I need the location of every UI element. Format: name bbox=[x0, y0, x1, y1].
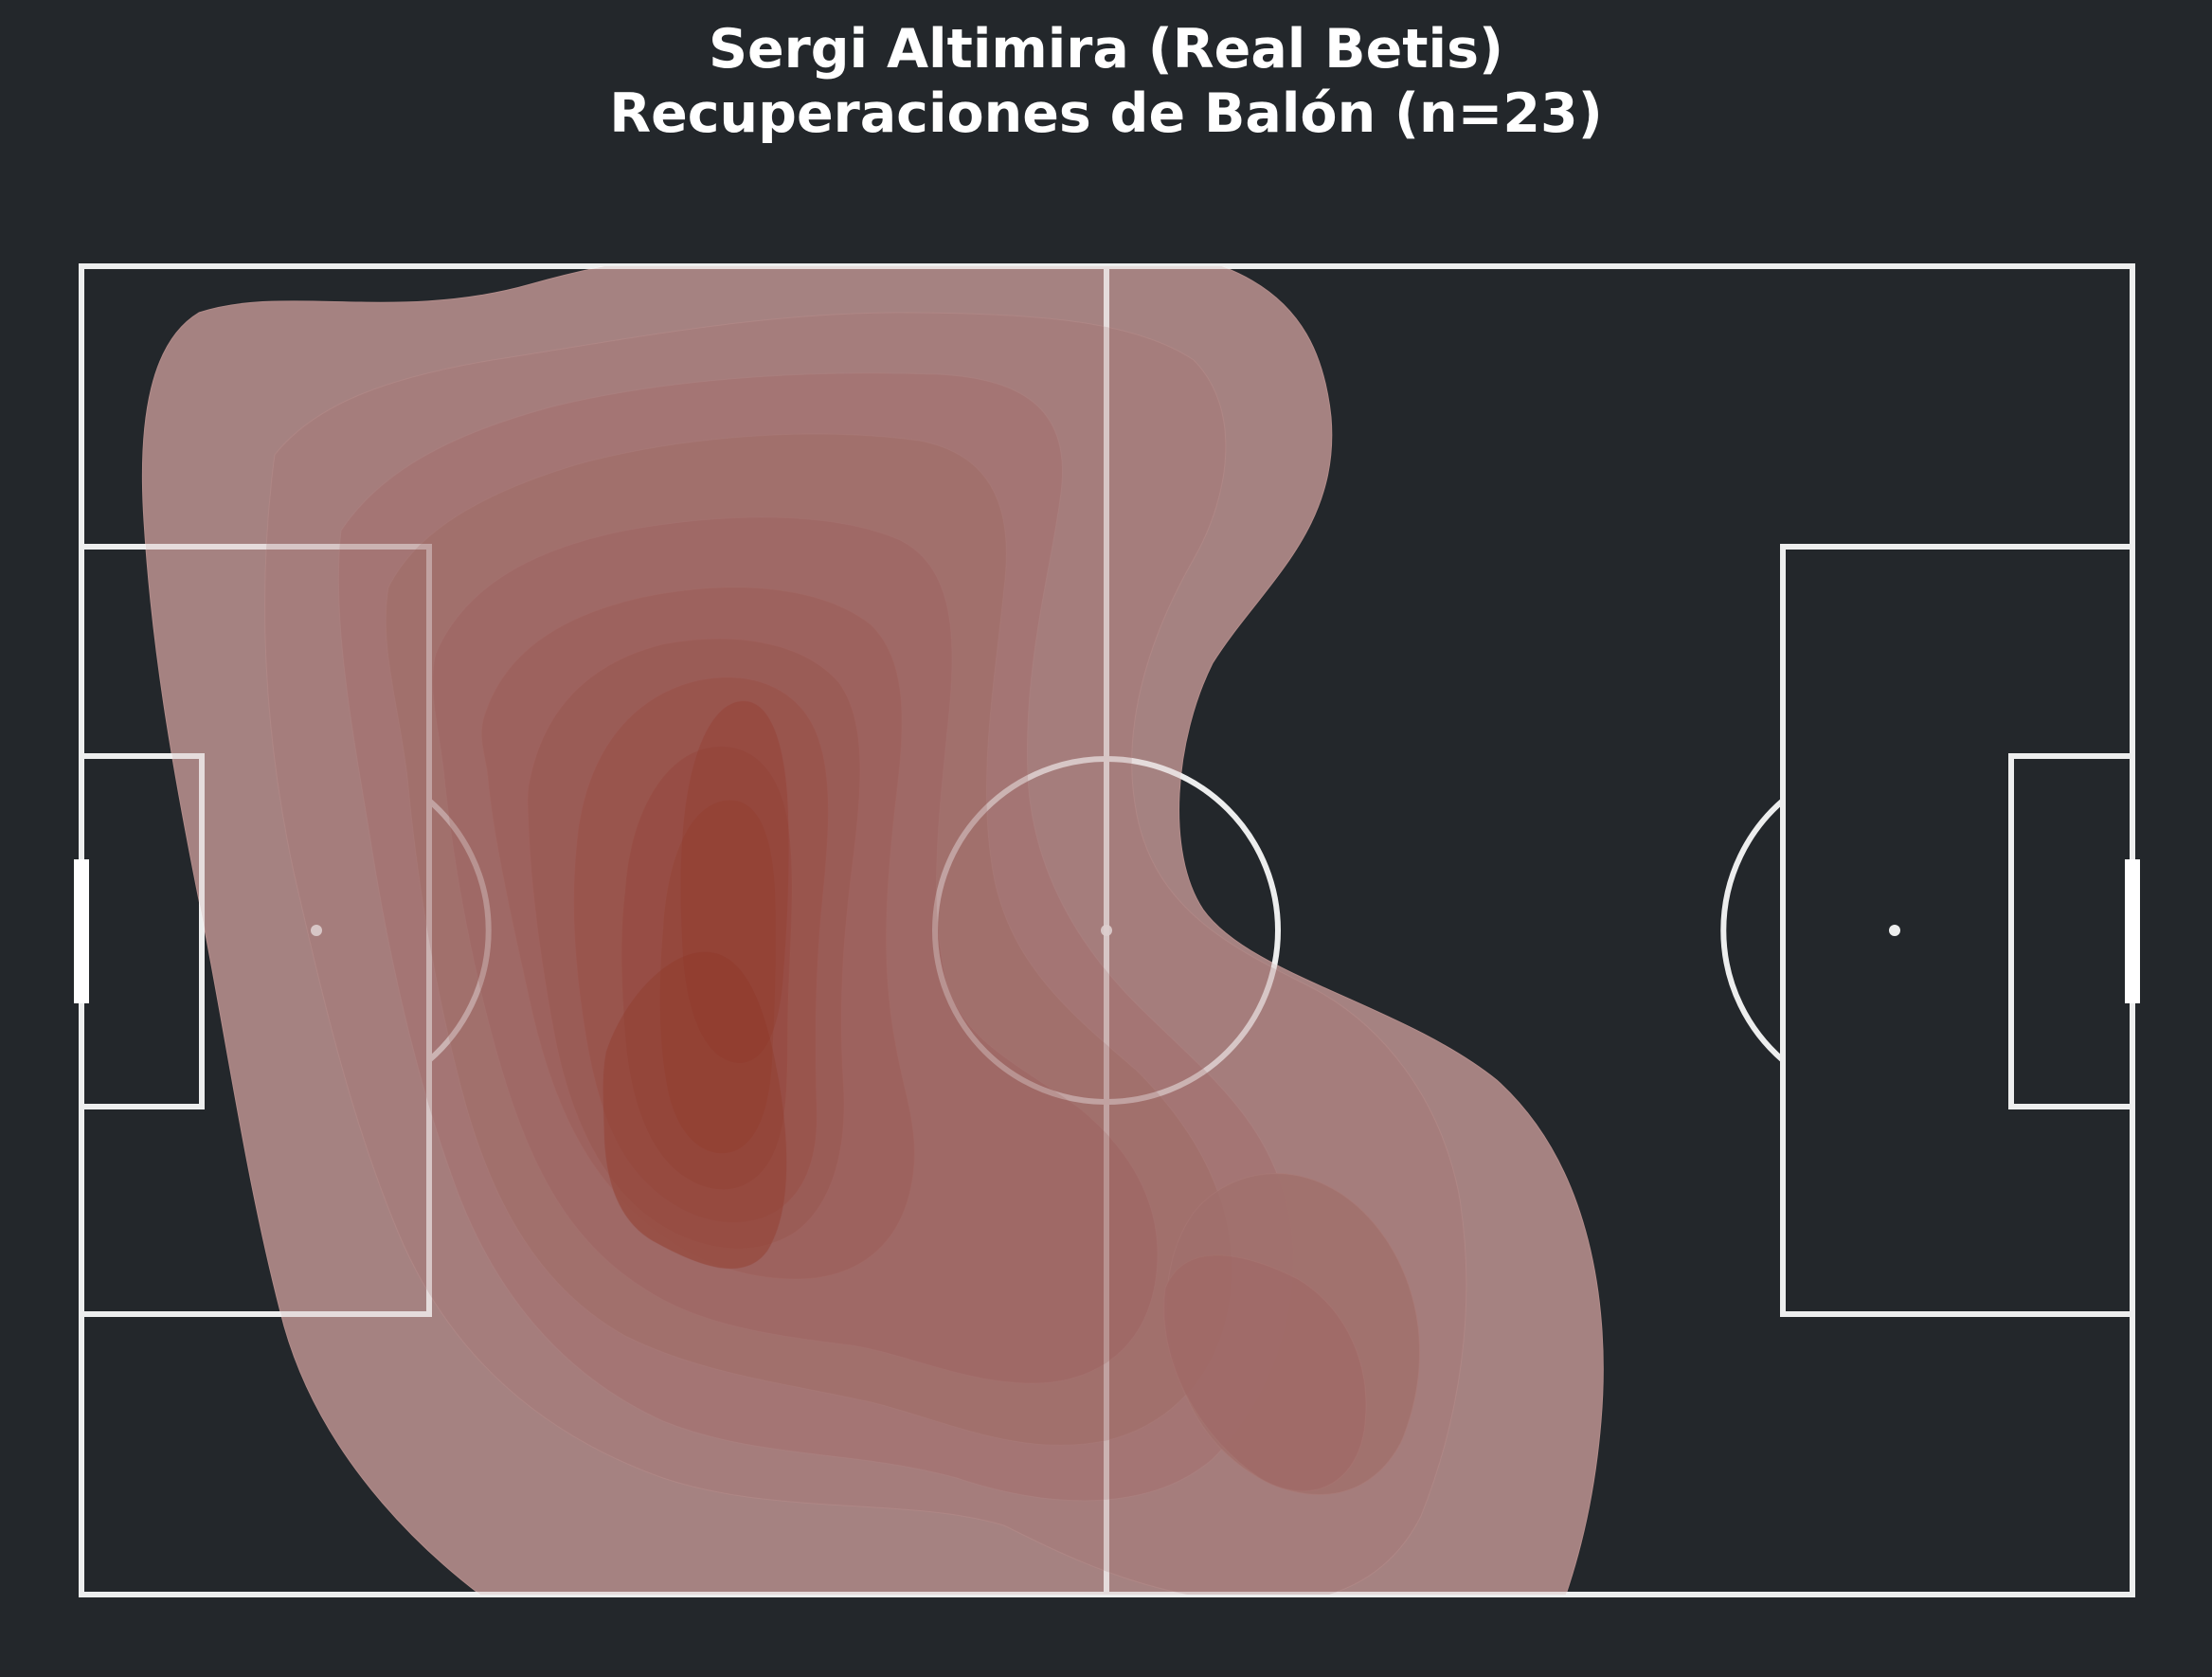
centre-spot bbox=[1101, 925, 1112, 936]
density-overlay-4 bbox=[386, 434, 1232, 1446]
density-contour-14 bbox=[1163, 1254, 1367, 1492]
density-overlay-3 bbox=[338, 372, 1294, 1501]
density-contour-12 bbox=[602, 951, 787, 1270]
density-overlay-6 bbox=[481, 587, 915, 1279]
right-penalty-spot bbox=[1889, 925, 1900, 936]
right-goal bbox=[2125, 859, 2140, 1003]
left-penalty-arc bbox=[427, 798, 492, 1063]
density-overlay-13 bbox=[1166, 1173, 1420, 1495]
pitch-spots bbox=[311, 925, 1900, 936]
density-overlay-11 bbox=[680, 701, 789, 1063]
left-goal bbox=[74, 859, 89, 1003]
density-overlay-1 bbox=[142, 266, 1604, 1595]
density-overlay-10 bbox=[659, 800, 776, 1154]
density-overlay-2 bbox=[264, 313, 1466, 1595]
goals bbox=[74, 859, 2140, 1003]
right-six-yard-box bbox=[2008, 753, 2135, 1109]
density-contours bbox=[141, 266, 1604, 1595]
density-overlay-5 bbox=[432, 517, 1158, 1383]
right-penalty-area bbox=[1780, 544, 2135, 1317]
right-penalty-arc bbox=[1720, 798, 1785, 1063]
chart-subtitle: Recuperaciones de Balón (n=23) bbox=[609, 82, 1603, 145]
chart-title-block: Sergi Altimira (Real Betis) Recuperacion… bbox=[0, 17, 2212, 146]
chart-title: Sergi Altimira (Real Betis) bbox=[708, 18, 1504, 81]
density-overlay-8 bbox=[573, 677, 829, 1222]
density-overlay-9 bbox=[621, 747, 792, 1190]
density-overlay-7 bbox=[528, 639, 860, 1249]
centre-circle bbox=[932, 756, 1281, 1105]
density-overlay bbox=[142, 266, 1604, 1595]
density-overlay-14 bbox=[1163, 1255, 1366, 1491]
left-penalty-spot bbox=[311, 925, 322, 936]
density-overlay-12 bbox=[602, 951, 787, 1269]
